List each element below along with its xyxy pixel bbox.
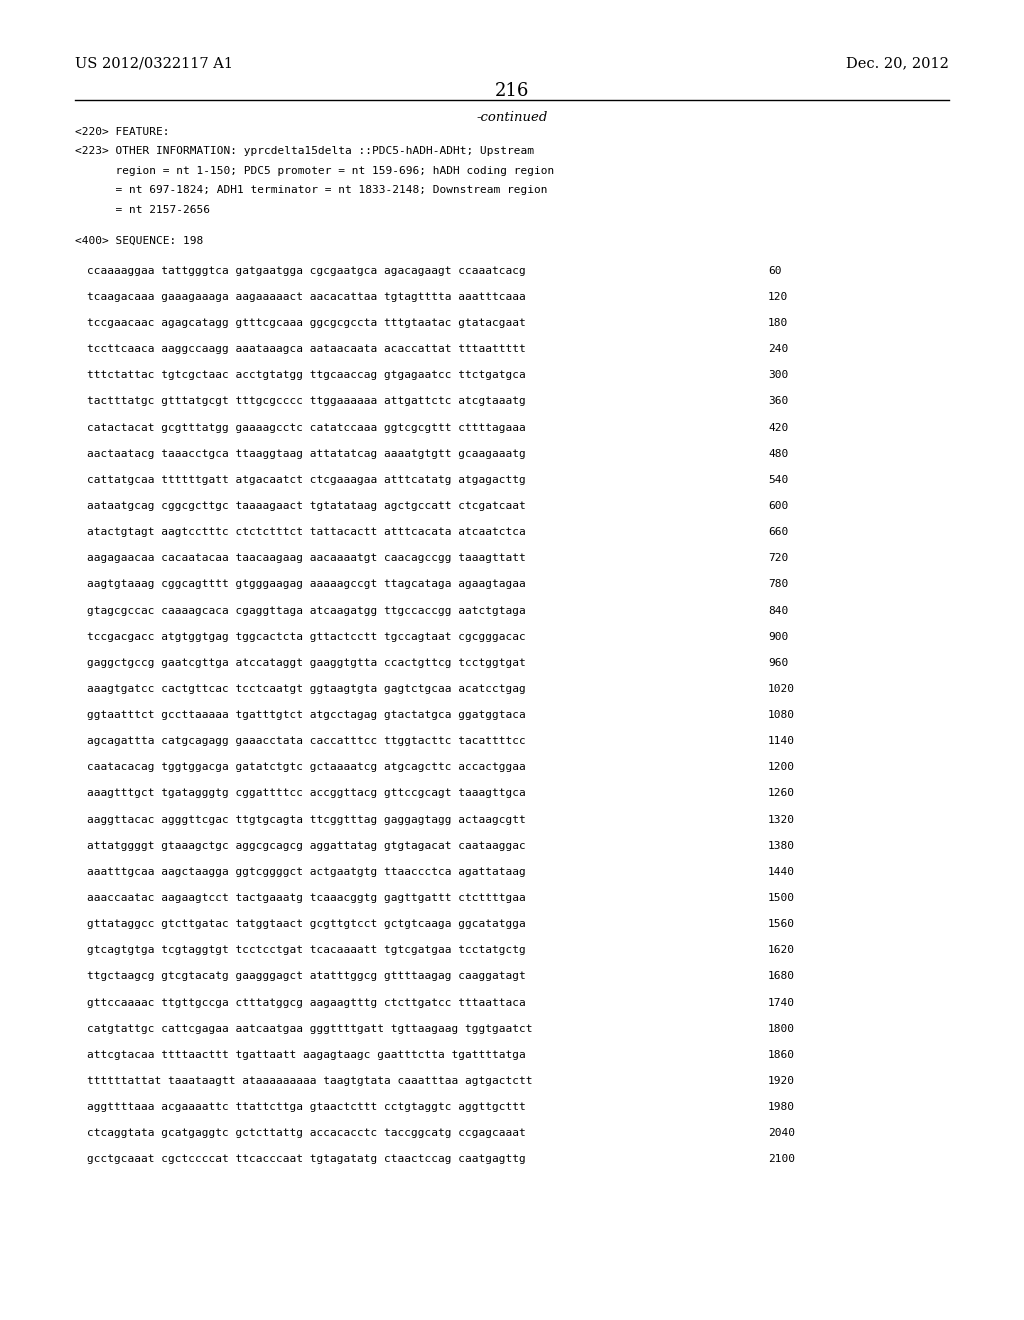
Text: catgtattgc cattcgagaa aatcaatgaa gggttttgatt tgttaagaag tggtgaatct: catgtattgc cattcgagaa aatcaatgaa gggtttt… [87,1024,532,1034]
Text: ccaaaaggaa tattgggtca gatgaatgga cgcgaatgca agacagaagt ccaaatcacg: ccaaaaggaa tattgggtca gatgaatgga cgcgaat… [87,265,525,276]
Text: catactacat gcgtttatgg gaaaagcctc catatccaaa ggtcgcgttt cttttagaaa: catactacat gcgtttatgg gaaaagcctc catatcc… [87,422,525,433]
Text: 1020: 1020 [768,684,795,694]
Text: tactttatgc gtttatgcgt tttgcgcccc ttggaaaaaa attgattctc atcgtaaatg: tactttatgc gtttatgcgt tttgcgcccc ttggaaa… [87,396,525,407]
Text: 1200: 1200 [768,763,795,772]
Text: gttataggcc gtcttgatac tatggtaact gcgttgtcct gctgtcaaga ggcatatgga: gttataggcc gtcttgatac tatggtaact gcgttgt… [87,919,525,929]
Text: 1680: 1680 [768,972,795,981]
Text: tccgacgacc atgtggtgag tggcactcta gttactcctt tgccagtaat cgcgggacac: tccgacgacc atgtggtgag tggcactcta gttactc… [87,632,525,642]
Text: aggttttaaa acgaaaattc ttattcttga gtaactcttt cctgtaggtc aggttgcttt: aggttttaaa acgaaaattc ttattcttga gtaactc… [87,1102,525,1111]
Text: 780: 780 [768,579,788,589]
Text: = nt 697-1824; ADH1 terminator = nt 1833-2148; Downstream region: = nt 697-1824; ADH1 terminator = nt 1833… [75,185,547,195]
Text: 300: 300 [768,371,788,380]
Text: 1260: 1260 [768,788,795,799]
Text: <220> FEATURE:: <220> FEATURE: [75,127,169,137]
Text: ttttttattat taaataagtt ataaaaaaaaa taagtgtata caaatttaa agtgactctt: ttttttattat taaataagtt ataaaaaaaaa taagt… [87,1076,532,1086]
Text: region = nt 1-150; PDC5 promoter = nt 159-696; hADH coding region: region = nt 1-150; PDC5 promoter = nt 15… [75,166,554,176]
Text: 2040: 2040 [768,1129,795,1138]
Text: <223> OTHER INFORMATION: yprcdelta15delta ::PDC5-hADH-ADHt; Upstream: <223> OTHER INFORMATION: yprcdelta15delt… [75,147,534,156]
Text: cattatgcaa ttttttgatt atgacaatct ctcgaaagaa atttcatatg atgagacttg: cattatgcaa ttttttgatt atgacaatct ctcgaaa… [87,475,525,484]
Text: ctcaggtata gcatgaggtc gctcttattg accacacctc taccggcatg ccgagcaaat: ctcaggtata gcatgaggtc gctcttattg accacac… [87,1129,525,1138]
Text: US 2012/0322117 A1: US 2012/0322117 A1 [75,57,232,71]
Text: 1620: 1620 [768,945,795,956]
Text: aaagtttgct tgatagggtg cggattttcc accggttacg gttccgcagt taaagttgca: aaagtttgct tgatagggtg cggattttcc accggtt… [87,788,525,799]
Text: 840: 840 [768,606,788,615]
Text: -continued: -continued [476,111,548,124]
Text: aaatttgcaa aagctaagga ggtcggggct actgaatgtg ttaaccctca agattataag: aaatttgcaa aagctaagga ggtcggggct actgaat… [87,867,525,876]
Text: attatggggt gtaaagctgc aggcgcagcg aggattatag gtgtagacat caataaggac: attatggggt gtaaagctgc aggcgcagcg aggatta… [87,841,525,850]
Text: 1860: 1860 [768,1049,795,1060]
Text: aaggttacac agggttcgac ttgtgcagta ttcggtttag gaggagtagg actaagcgtt: aaggttacac agggttcgac ttgtgcagta ttcggtt… [87,814,525,825]
Text: 1440: 1440 [768,867,795,876]
Text: gcctgcaaat cgctccccat ttcacccaat tgtagatatg ctaactccag caatgagttg: gcctgcaaat cgctccccat ttcacccaat tgtagat… [87,1155,525,1164]
Text: 216: 216 [495,82,529,100]
Text: <400> SEQUENCE: 198: <400> SEQUENCE: 198 [75,236,203,246]
Text: 1980: 1980 [768,1102,795,1111]
Text: 120: 120 [768,292,788,302]
Text: 660: 660 [768,527,788,537]
Text: tccttcaaca aaggccaagg aaataaagca aataacaata acaccattat tttaattttt: tccttcaaca aaggccaagg aaataaagca aataaca… [87,345,525,354]
Text: 480: 480 [768,449,788,458]
Text: 1380: 1380 [768,841,795,850]
Text: aagagaacaa cacaatacaa taacaagaag aacaaaatgt caacagccgg taaagttatt: aagagaacaa cacaatacaa taacaagaag aacaaaa… [87,553,525,564]
Text: aactaatacg taaacctgca ttaaggtaag attatatcag aaaatgtgtt gcaagaaatg: aactaatacg taaacctgca ttaaggtaag attatat… [87,449,525,458]
Text: aaaccaatac aagaagtcct tactgaaatg tcaaacggtg gagttgattt ctcttttgaa: aaaccaatac aagaagtcct tactgaaatg tcaaacg… [87,894,525,903]
Text: 1800: 1800 [768,1024,795,1034]
Text: 2100: 2100 [768,1155,795,1164]
Text: 600: 600 [768,502,788,511]
Text: 1500: 1500 [768,894,795,903]
Text: 1320: 1320 [768,814,795,825]
Text: caatacacag tggtggacga gatatctgtc gctaaaatcg atgcagcttc accactggaa: caatacacag tggtggacga gatatctgtc gctaaaa… [87,763,525,772]
Text: agcagattta catgcagagg gaaacctata caccatttcc ttggtacttc tacattttcc: agcagattta catgcagagg gaaacctata caccatt… [87,737,525,746]
Text: gaggctgccg gaatcgttga atccataggt gaaggtgtta ccactgttcg tcctggtgat: gaggctgccg gaatcgttga atccataggt gaaggtg… [87,657,525,668]
Text: 240: 240 [768,345,788,354]
Text: 1080: 1080 [768,710,795,719]
Text: atactgtagt aagtcctttc ctctctttct tattacactt atttcacata atcaatctca: atactgtagt aagtcctttc ctctctttct tattaca… [87,527,525,537]
Text: 1740: 1740 [768,998,795,1007]
Text: tttctattac tgtcgctaac acctgtatgg ttgcaaccag gtgagaatcc ttctgatgca: tttctattac tgtcgctaac acctgtatgg ttgcaac… [87,371,525,380]
Text: 360: 360 [768,396,788,407]
Text: 1140: 1140 [768,737,795,746]
Text: ggtaatttct gccttaaaaa tgatttgtct atgcctagag gtactatgca ggatggtaca: ggtaatttct gccttaaaaa tgatttgtct atgccta… [87,710,525,719]
Text: 420: 420 [768,422,788,433]
Text: gttccaaaac ttgttgccga ctttatggcg aagaagtttg ctcttgatcc tttaattaca: gttccaaaac ttgttgccga ctttatggcg aagaagt… [87,998,525,1007]
Text: ttgctaagcg gtcgtacatg gaagggagct atatttggcg gttttaagag caaggatagt: ttgctaagcg gtcgtacatg gaagggagct atatttg… [87,972,525,981]
Text: aagtgtaaag cggcagtttt gtgggaagag aaaaagccgt ttagcataga agaagtagaa: aagtgtaaag cggcagtttt gtgggaagag aaaaagc… [87,579,525,589]
Text: 900: 900 [768,632,788,642]
Text: tcaagacaaa gaaagaaaga aagaaaaact aacacattaa tgtagtttta aaatttcaaa: tcaagacaaa gaaagaaaga aagaaaaact aacacat… [87,292,525,302]
Text: gtcagtgtga tcgtaggtgt tcctcctgat tcacaaaatt tgtcgatgaa tcctatgctg: gtcagtgtga tcgtaggtgt tcctcctgat tcacaaa… [87,945,525,956]
Text: 180: 180 [768,318,788,327]
Text: gtagcgccac caaaagcaca cgaggttaga atcaagatgg ttgccaccgg aatctgtaga: gtagcgccac caaaagcaca cgaggttaga atcaaga… [87,606,525,615]
Text: Dec. 20, 2012: Dec. 20, 2012 [847,57,949,71]
Text: 1920: 1920 [768,1076,795,1086]
Text: 540: 540 [768,475,788,484]
Text: aaagtgatcc cactgttcac tcctcaatgt ggtaagtgta gagtctgcaa acatcctgag: aaagtgatcc cactgttcac tcctcaatgt ggtaagt… [87,684,525,694]
Text: 1560: 1560 [768,919,795,929]
Text: attcgtacaa ttttaacttt tgattaatt aagagtaagc gaatttctta tgattttatga: attcgtacaa ttttaacttt tgattaatt aagagtaa… [87,1049,525,1060]
Text: tccgaacaac agagcatagg gtttcgcaaa ggcgcgccta tttgtaatac gtatacgaat: tccgaacaac agagcatagg gtttcgcaaa ggcgcgc… [87,318,525,327]
Text: aataatgcag cggcgcttgc taaaagaact tgtatataag agctgccatt ctcgatcaat: aataatgcag cggcgcttgc taaaagaact tgtatat… [87,502,525,511]
Text: = nt 2157-2656: = nt 2157-2656 [75,205,210,215]
Text: 720: 720 [768,553,788,564]
Text: 960: 960 [768,657,788,668]
Text: 60: 60 [768,265,781,276]
